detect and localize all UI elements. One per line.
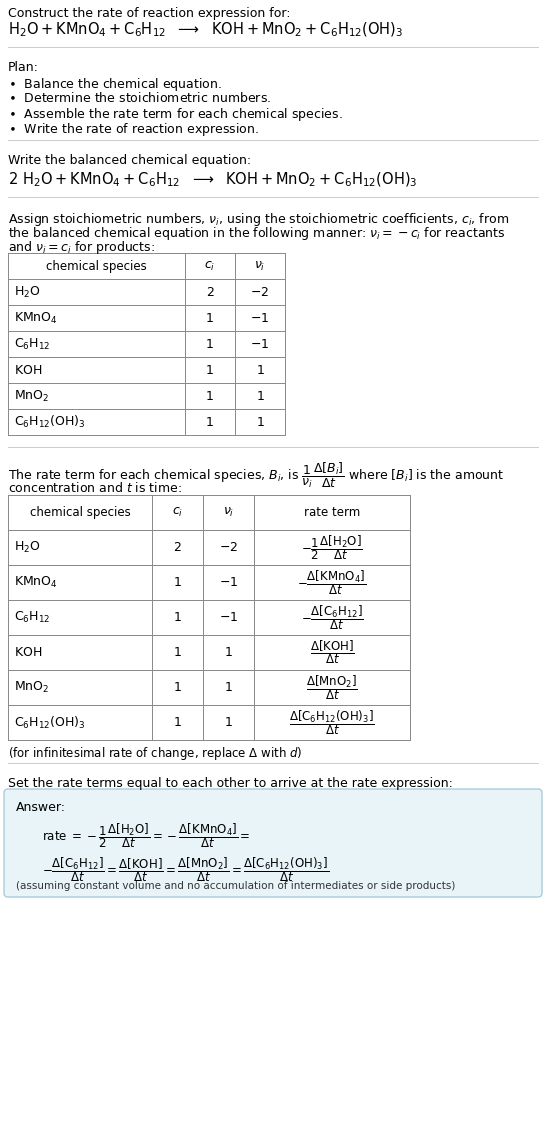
Text: 1: 1 [174,646,181,659]
Text: $\mathrm{C_6H_{12}(OH)_3}$: $\mathrm{C_6H_{12}(OH)_3}$ [14,414,86,430]
Text: $\mathrm{H_2O}$: $\mathrm{H_2O}$ [14,284,40,299]
Text: concentration and $t$ is time:: concentration and $t$ is time: [8,481,182,495]
Text: Answer:: Answer: [16,801,66,814]
Text: $\dfrac{\Delta[\mathrm{MnO_2}]}{\Delta t}$: $\dfrac{\Delta[\mathrm{MnO_2}]}{\Delta t… [306,673,358,702]
Text: $c_i$: $c_i$ [204,259,216,272]
Text: $\bullet$  Balance the chemical equation.: $\bullet$ Balance the chemical equation. [8,76,222,93]
Text: $1$: $1$ [256,389,264,403]
Text: $-1$: $-1$ [219,576,238,589]
Text: $-1$: $-1$ [251,338,270,351]
Text: $\mathrm{H_2O}$: $\mathrm{H_2O}$ [14,539,40,555]
Text: the balanced chemical equation in the following manner: $\nu_i = -c_i$ for react: the balanced chemical equation in the fo… [8,225,506,242]
Text: rate $= -\dfrac{1}{2}\dfrac{\Delta[\mathrm{H_2O}]}{\Delta t} = -\dfrac{\Delta[\m: rate $= -\dfrac{1}{2}\dfrac{\Delta[\math… [42,820,251,850]
Text: (for infinitesimal rate of change, replace $\Delta$ with $d$): (for infinitesimal rate of change, repla… [8,745,302,762]
Text: $1$: $1$ [224,681,233,694]
Text: $-\dfrac{\Delta[\mathrm{C_6H_{12}}]}{\Delta t}$: $-\dfrac{\Delta[\mathrm{C_6H_{12}}]}{\De… [301,603,364,632]
Text: $\mathrm{MnO_2}$: $\mathrm{MnO_2}$ [14,679,49,695]
Text: chemical species: chemical species [46,259,147,272]
FancyBboxPatch shape [4,789,542,897]
Text: 1: 1 [174,716,181,729]
Text: $1$: $1$ [256,415,264,429]
Text: 2: 2 [174,541,181,554]
Text: (assuming constant volume and no accumulation of intermediates or side products): (assuming constant volume and no accumul… [16,881,455,891]
Text: $1$: $1$ [224,716,233,729]
Text: $-\dfrac{1}{2}\dfrac{\Delta[\mathrm{H_2O}]}{\Delta t}$: $-\dfrac{1}{2}\dfrac{\Delta[\mathrm{H_2O… [301,533,363,562]
Text: $-1$: $-1$ [219,611,238,624]
Text: $\mathrm{KMnO_4}$: $\mathrm{KMnO_4}$ [14,311,58,325]
Text: 1: 1 [206,363,214,377]
Text: Set the rate terms equal to each other to arrive at the rate expression:: Set the rate terms equal to each other t… [8,777,453,790]
Text: $1$: $1$ [256,363,264,377]
Text: Plan:: Plan: [8,61,39,74]
Text: 1: 1 [206,312,214,324]
Text: $\mathrm{KMnO_4}$: $\mathrm{KMnO_4}$ [14,575,58,589]
Text: $\mathrm{MnO_2}$: $\mathrm{MnO_2}$ [14,388,49,404]
Text: 1: 1 [206,389,214,403]
Text: $c_i$: $c_i$ [172,506,183,519]
Text: $\nu_i$: $\nu_i$ [254,259,266,272]
Text: 1: 1 [206,415,214,429]
Text: 1: 1 [174,681,181,694]
Text: Write the balanced chemical equation:: Write the balanced chemical equation: [8,154,251,167]
Text: $\dfrac{\Delta[\mathrm{C_6H_{12}(OH)_3}]}{\Delta t}$: $\dfrac{\Delta[\mathrm{C_6H_{12}(OH)_3}]… [289,708,375,737]
Text: $\bullet$  Assemble the rate term for each chemical species.: $\bullet$ Assemble the rate term for eac… [8,106,343,123]
Text: $\mathrm{C_6H_{12}}$: $\mathrm{C_6H_{12}}$ [14,337,50,352]
Text: and $\nu_i = c_i$ for products:: and $\nu_i = c_i$ for products: [8,239,155,256]
Text: $-1$: $-1$ [251,312,270,324]
Text: $-2$: $-2$ [219,541,238,554]
Text: $1$: $1$ [224,646,233,659]
Text: $\mathrm{C_6H_{12}(OH)_3}$: $\mathrm{C_6H_{12}(OH)_3}$ [14,715,86,731]
Text: rate term: rate term [304,506,360,519]
Text: $-\dfrac{\Delta[\mathrm{C_6H_{12}}]}{\Delta t} = \dfrac{\Delta[\mathrm{KOH}]}{\D: $-\dfrac{\Delta[\mathrm{C_6H_{12}}]}{\De… [42,855,329,884]
Text: 2: 2 [206,286,214,298]
Text: The rate term for each chemical species, $B_i$, is $\dfrac{1}{\nu_i}\dfrac{\Delt: The rate term for each chemical species,… [8,461,505,490]
Text: Assign stoichiometric numbers, $\nu_i$, using the stoichiometric coefficients, $: Assign stoichiometric numbers, $\nu_i$, … [8,211,509,228]
Text: chemical species: chemical species [29,506,130,519]
Text: $-\dfrac{\Delta[\mathrm{KMnO_4}]}{\Delta t}$: $-\dfrac{\Delta[\mathrm{KMnO_4}]}{\Delta… [298,568,367,597]
Text: $\dfrac{\Delta[\mathrm{KOH}]}{\Delta t}$: $\dfrac{\Delta[\mathrm{KOH}]}{\Delta t}$ [310,638,354,667]
Text: $\bullet$  Write the rate of reaction expression.: $\bullet$ Write the rate of reaction exp… [8,121,259,138]
Text: $\nu_i$: $\nu_i$ [223,506,234,519]
Text: $\bullet$  Determine the stoichiometric numbers.: $\bullet$ Determine the stoichiometric n… [8,91,271,105]
Text: $\mathrm{KOH}$: $\mathrm{KOH}$ [14,363,42,377]
Text: 1: 1 [206,338,214,351]
Text: $-2$: $-2$ [251,286,270,298]
Text: 1: 1 [174,576,181,589]
Text: $\mathrm{C_6H_{12}}$: $\mathrm{C_6H_{12}}$ [14,610,50,625]
Text: $\mathrm{H_2O + KMnO_4 + C_6H_{12}}$$\mathrm{\ \ \longrightarrow\ \ KOH + MnO_2 : $\mathrm{H_2O + KMnO_4 + C_6H_{12}}$$\ma… [8,20,403,40]
Text: $\mathrm{KOH}$: $\mathrm{KOH}$ [14,646,42,659]
Text: $\mathrm{2\ H_2O + KMnO_4 + C_6H_{12}}$$\mathrm{\ \ \longrightarrow\ \ KOH + MnO: $\mathrm{2\ H_2O + KMnO_4 + C_6H_{12}}$$… [8,171,418,189]
Text: Construct the rate of reaction expression for:: Construct the rate of reaction expressio… [8,7,290,20]
Text: 1: 1 [174,611,181,624]
